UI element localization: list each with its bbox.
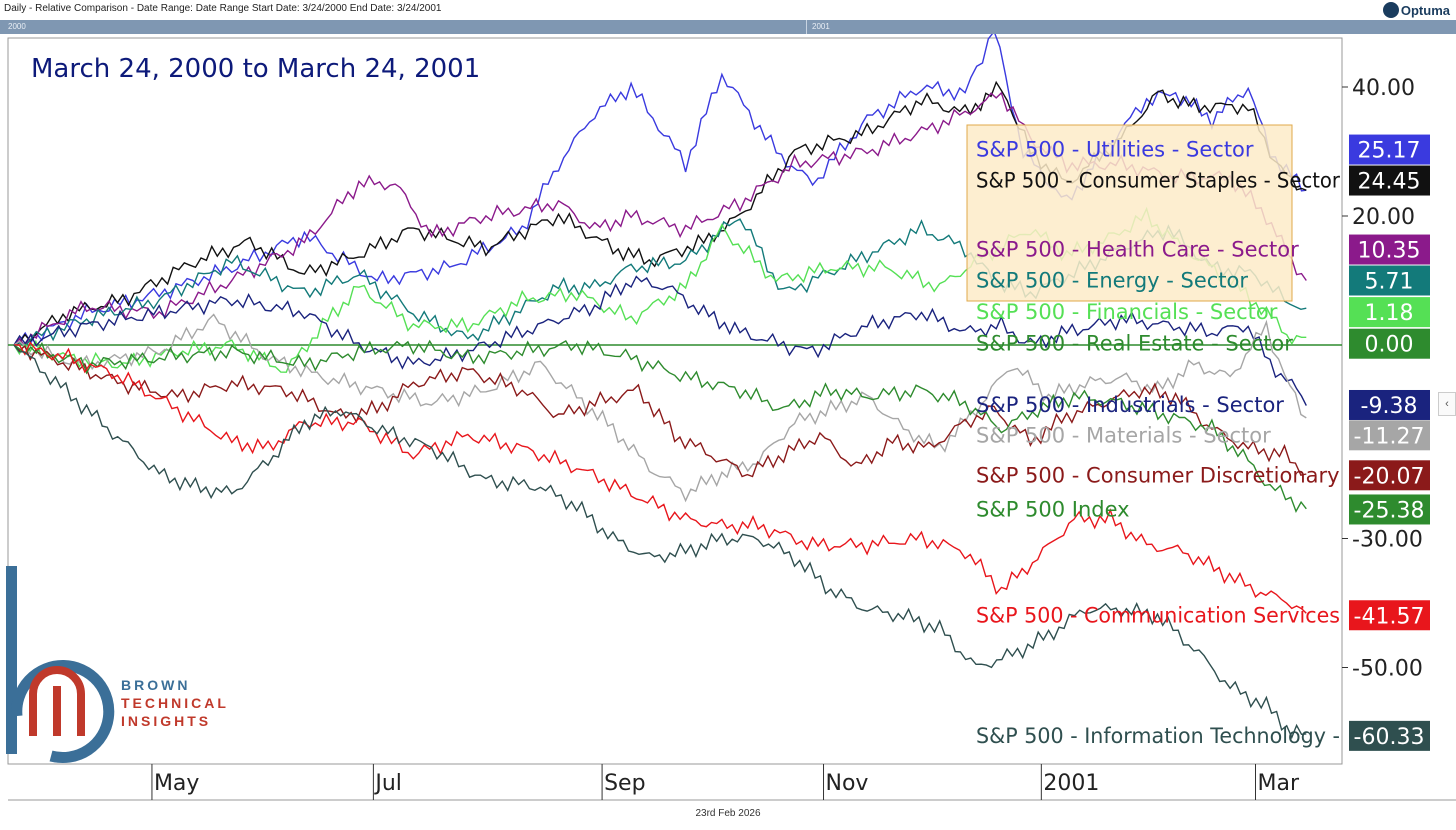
date-range-scrollbar[interactable]: 2000 2001 xyxy=(0,20,1456,34)
footer-date: 23rd Feb 2026 xyxy=(695,808,761,819)
chart-settings-title: Daily - Relative Comparison - Date Range… xyxy=(4,3,442,14)
logo-word-technical: TECHNICAL xyxy=(121,695,229,711)
range-year-end: 2001 xyxy=(812,22,830,31)
logo-word-insights: INSIGHTS xyxy=(121,713,212,729)
series-value-7: -11.27 xyxy=(1354,424,1425,449)
series-value-badge-4 xyxy=(1349,297,1430,328)
series-label-2: S&P 500 - Health Care - Sector xyxy=(976,238,1299,262)
y-tick-label-0: 40.00 xyxy=(1352,76,1415,101)
series-line-7 xyxy=(13,313,1307,503)
series-value-badge-3 xyxy=(1349,265,1430,296)
series-label-5: S&P 500 - Real Estate - Sector xyxy=(976,332,1293,356)
series-value-badge-9 xyxy=(1349,494,1430,525)
series-value-6: -9.38 xyxy=(1361,394,1418,419)
series-value-badge-2 xyxy=(1349,234,1430,265)
x-tick-label-0: May xyxy=(154,771,199,796)
series-value-8: -20.07 xyxy=(1354,464,1425,489)
title-bar: Daily - Relative Comparison - Date Range… xyxy=(0,0,1456,20)
series-value-3: 5.71 xyxy=(1365,270,1414,295)
series-value-badge-1 xyxy=(1349,165,1430,196)
series-value-badge-6 xyxy=(1349,389,1430,420)
series-line-9 xyxy=(13,339,1307,513)
logo-mark xyxy=(6,566,115,764)
series-value-badge-7 xyxy=(1349,420,1430,451)
series-value-badge-0 xyxy=(1349,134,1430,165)
series-value-1: 24.45 xyxy=(1358,170,1421,195)
y-tick-label-1: 20.00 xyxy=(1352,205,1415,230)
brand-logo: Optuma xyxy=(1382,2,1450,18)
series-value-10: -41.57 xyxy=(1354,604,1425,629)
x-tick-label-3: Nov xyxy=(826,771,869,796)
series-label-6: S&P 500 - Industrials - Sector xyxy=(976,393,1284,417)
series-value-badge-10 xyxy=(1349,600,1430,631)
series-label-3: S&P 500 - Energy - Sector xyxy=(976,269,1248,293)
logo-bar xyxy=(6,566,17,754)
brand-name: Optuma xyxy=(1400,2,1450,18)
series-label-7: S&P 500 - Materials - Sector xyxy=(976,423,1271,447)
x-tick-label-2: Sep xyxy=(604,771,645,796)
series-value-badge-5 xyxy=(1349,328,1430,359)
x-tick-label-5: Mar xyxy=(1258,771,1300,796)
series-value-badge-11 xyxy=(1349,720,1430,751)
series-value-4: 1.18 xyxy=(1365,301,1414,326)
brand-icon xyxy=(1382,2,1399,18)
series-label-8: S&P 500 - Consumer Discretionary xyxy=(976,463,1340,487)
logo-word-brown: BROWN xyxy=(121,677,191,693)
x-tick-label-4: 2001 xyxy=(1043,771,1099,796)
series-label-4: S&P 500 - Financials - Sector xyxy=(976,300,1278,324)
logo-arc xyxy=(11,660,115,764)
range-year-start: 2000 xyxy=(8,22,26,31)
y-tick-label-2: -30.00 xyxy=(1352,528,1423,553)
series-value-badge-8 xyxy=(1349,460,1430,491)
series-value-9: -25.38 xyxy=(1354,498,1425,523)
series-label-0: S&P 500 - Utilities - Sector xyxy=(976,138,1254,162)
y-tick-label-3: -50.00 xyxy=(1352,657,1423,682)
legend-highlight-box xyxy=(966,124,1293,302)
x-tick-label-1: Jul xyxy=(373,771,402,796)
series-line-10 xyxy=(14,341,1307,614)
range-year-divider xyxy=(806,20,807,34)
series-label-9: S&P 500 Index xyxy=(976,497,1130,521)
series-label-10: S&P 500 - Communication Services xyxy=(976,603,1340,627)
series-line-6 xyxy=(13,275,1307,406)
chevron-left-icon[interactable]: ‹ xyxy=(1438,392,1456,416)
series-line-11 xyxy=(13,344,1307,740)
series-value-0: 25.17 xyxy=(1358,139,1421,164)
series-line-8 xyxy=(13,344,1307,478)
series-label-11: S&P 500 - Information Technology - xyxy=(976,724,1340,748)
brown-technical-insights-logo xyxy=(6,566,246,766)
chart-title: March 24, 2000 to March 24, 2001 xyxy=(31,54,480,84)
logo-wordmark: BROWN TECHNICAL INSIGHTS xyxy=(121,676,229,730)
series-value-5: 0.00 xyxy=(1365,333,1414,358)
series-label-1: S&P 500 - Consumer Staples - Sector xyxy=(976,169,1340,193)
series-value-11: -60.33 xyxy=(1354,725,1425,750)
series-value-2: 10.35 xyxy=(1358,239,1421,264)
relative-comparison-chart[interactable]: S&P 500 - Utilities - Sector S&P 500 - Co… xyxy=(0,34,1456,804)
logo-arch xyxy=(29,666,85,736)
